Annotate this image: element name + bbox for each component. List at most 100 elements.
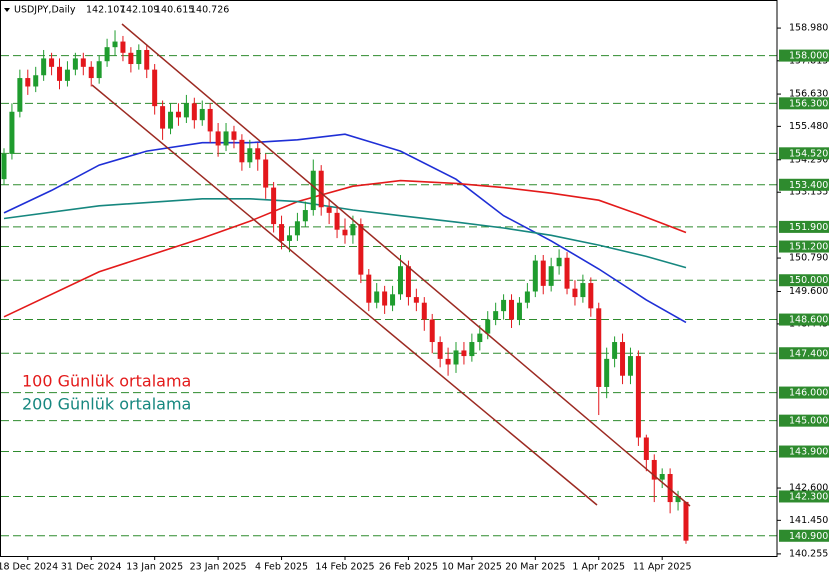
candle-body xyxy=(255,148,261,160)
candle-body xyxy=(524,291,530,303)
candle-body xyxy=(612,342,618,359)
level-label-box xyxy=(779,313,829,326)
candle-body xyxy=(627,356,633,376)
candle-body xyxy=(25,78,31,87)
candle-body xyxy=(231,131,237,140)
candle-body xyxy=(556,257,562,267)
level-label: 156.300 xyxy=(789,98,828,109)
candle-body xyxy=(168,111,174,129)
candle-body xyxy=(334,212,340,230)
candle-body xyxy=(223,131,229,146)
legend-ma200: 200 Günlük ortalama xyxy=(22,395,191,414)
candle-body xyxy=(437,342,443,359)
level-label-box xyxy=(779,490,829,503)
level-label: 151.900 xyxy=(789,222,828,233)
level-label-box xyxy=(779,97,829,110)
candle-body xyxy=(620,342,626,376)
candle-body xyxy=(302,210,308,222)
x-tick-label: 10 Mar 2025 xyxy=(442,562,502,573)
level-label: 146.000 xyxy=(789,388,828,399)
y-tick-label: 150.790 xyxy=(789,253,828,264)
candle-body xyxy=(390,294,396,306)
candle-body xyxy=(485,319,491,334)
candle-body xyxy=(374,291,380,303)
candle-body xyxy=(104,47,110,62)
x-tick-label: 14 Feb 2025 xyxy=(315,562,374,573)
candle-body xyxy=(183,103,189,118)
plot-border xyxy=(0,0,778,557)
candle-body xyxy=(358,224,364,275)
level-label-box xyxy=(779,414,829,427)
candle-body xyxy=(405,266,411,298)
header-title: USDJPY,Daily xyxy=(14,5,76,16)
level-label-box xyxy=(779,529,829,542)
plot-area xyxy=(1,30,777,544)
moving-average xyxy=(3,133,687,324)
y-tick-label: 158.980 xyxy=(789,23,828,34)
candle-body xyxy=(461,350,467,357)
moving-average xyxy=(3,179,687,318)
candle-body xyxy=(96,61,102,79)
moving-average xyxy=(3,198,687,269)
candle-body xyxy=(247,148,253,163)
candle-body xyxy=(659,474,665,480)
level-label: 147.400 xyxy=(789,348,828,359)
x-tick-label: 20 Mar 2025 xyxy=(505,562,565,573)
candle-body xyxy=(294,221,300,236)
candle-body xyxy=(152,69,158,107)
candle-body xyxy=(643,437,649,460)
level-label-box xyxy=(779,347,829,360)
candle-body xyxy=(286,235,292,241)
x-tick-label: 23 Jan 2025 xyxy=(190,562,247,573)
y-tick-label: 155.480 xyxy=(789,121,828,132)
candle-body xyxy=(136,49,142,65)
x-tick-label: 31 Dec 2024 xyxy=(61,562,122,573)
x-tick-label: 11 Apr 2025 xyxy=(633,562,692,573)
candle-body xyxy=(80,58,86,67)
level-label: 151.200 xyxy=(789,242,828,253)
candle-body xyxy=(564,257,570,289)
level-label-box xyxy=(779,274,829,287)
legend-ma100: 100 Günlük ortalama xyxy=(22,372,191,391)
candle-body xyxy=(49,58,55,67)
candle-body xyxy=(64,69,70,81)
candle-body xyxy=(160,106,166,129)
candle-body xyxy=(493,311,499,320)
x-tick-label: 26 Feb 2025 xyxy=(379,562,438,573)
level-label: 143.900 xyxy=(789,447,828,458)
x-tick-label: 4 Feb 2025 xyxy=(255,562,308,573)
level-label-box xyxy=(779,178,829,191)
level-label: 158.000 xyxy=(789,51,828,62)
candle-body xyxy=(540,260,546,286)
level-label-box xyxy=(779,49,829,62)
candle-body xyxy=(635,356,641,438)
candle-body xyxy=(263,159,269,188)
candle-body xyxy=(128,52,134,65)
candle-body xyxy=(604,358,610,387)
candle-body xyxy=(445,358,451,365)
candle-body xyxy=(318,170,324,208)
candle-body xyxy=(175,111,181,118)
level-label: 153.400 xyxy=(789,180,828,191)
candle-body xyxy=(120,41,126,53)
level-label-box xyxy=(779,240,829,253)
candle-body xyxy=(509,299,515,320)
candle-body xyxy=(239,139,245,163)
y-tick-label: 142.600 xyxy=(789,483,828,494)
candle-body xyxy=(366,274,372,303)
candle-body xyxy=(477,333,483,343)
level-label-box xyxy=(779,147,829,160)
candle-body xyxy=(382,291,388,306)
y-tick-label: 141.450 xyxy=(789,515,828,526)
candle-body xyxy=(453,350,459,365)
header-close: 140.726 xyxy=(190,5,229,16)
header-icon xyxy=(4,8,10,12)
candle-body xyxy=(72,58,78,70)
candle-body xyxy=(588,283,594,309)
header-high: 142.109 xyxy=(120,5,159,16)
header-low: 140.615 xyxy=(155,5,194,16)
level-label: 148.600 xyxy=(789,315,828,326)
y-tick-label: 140.255 xyxy=(789,548,828,559)
